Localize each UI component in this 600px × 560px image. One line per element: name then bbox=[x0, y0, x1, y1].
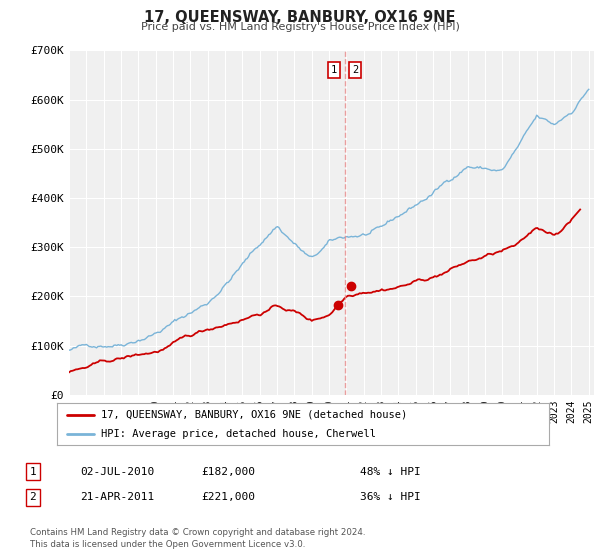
Text: 1: 1 bbox=[29, 466, 37, 477]
Text: 2: 2 bbox=[29, 492, 37, 502]
Text: Contains HM Land Registry data © Crown copyright and database right 2024.: Contains HM Land Registry data © Crown c… bbox=[30, 528, 365, 536]
Text: 02-JUL-2010: 02-JUL-2010 bbox=[80, 466, 154, 477]
Text: 36% ↓ HPI: 36% ↓ HPI bbox=[360, 492, 421, 502]
Text: This data is licensed under the Open Government Licence v3.0.: This data is licensed under the Open Gov… bbox=[30, 540, 305, 549]
Text: 21-APR-2011: 21-APR-2011 bbox=[80, 492, 154, 502]
Text: £221,000: £221,000 bbox=[201, 492, 255, 502]
Text: £182,000: £182,000 bbox=[201, 466, 255, 477]
Text: 2: 2 bbox=[352, 65, 358, 75]
Text: 17, QUEENSWAY, BANBURY, OX16 9NE: 17, QUEENSWAY, BANBURY, OX16 9NE bbox=[144, 10, 456, 25]
Text: 48% ↓ HPI: 48% ↓ HPI bbox=[360, 466, 421, 477]
Text: HPI: Average price, detached house, Cherwell: HPI: Average price, detached house, Cher… bbox=[101, 429, 376, 439]
Text: 17, QUEENSWAY, BANBURY, OX16 9NE (detached house): 17, QUEENSWAY, BANBURY, OX16 9NE (detach… bbox=[101, 409, 407, 419]
Text: Price paid vs. HM Land Registry's House Price Index (HPI): Price paid vs. HM Land Registry's House … bbox=[140, 22, 460, 32]
Text: 1: 1 bbox=[331, 65, 337, 75]
